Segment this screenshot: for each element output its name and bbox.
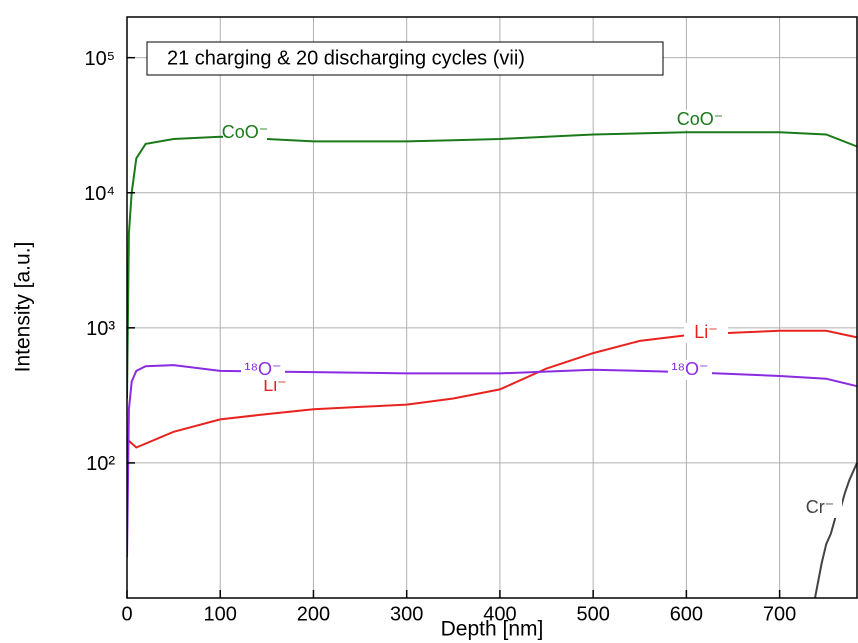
y-tick-label: 10⁵	[84, 48, 115, 70]
series-label: Cr⁻	[806, 497, 835, 517]
x-tick-label: 200	[297, 603, 330, 625]
label-bg	[223, 123, 267, 143]
label-bg	[668, 360, 712, 380]
series-line	[814, 462, 858, 598]
y-tick-label: 10⁴	[84, 183, 115, 205]
series-line	[127, 364, 858, 558]
y-tick-label: 10³	[86, 318, 115, 340]
series-label: ¹⁸O⁻	[671, 359, 708, 379]
y-axis-title: Intensity [a.u.]	[12, 242, 35, 373]
x-tick-label: 400	[483, 603, 516, 625]
chart-title: 21 charging & 20 discharging cycles (vii…	[167, 47, 525, 69]
x-tick-label: 100	[204, 603, 237, 625]
x-tick-label: 600	[670, 603, 703, 625]
x-tick-label: 300	[390, 603, 423, 625]
plot-frame	[126, 16, 858, 599]
label-bg	[678, 110, 722, 130]
grid	[126, 17, 857, 598]
label-bg	[253, 376, 297, 396]
title-box	[146, 41, 664, 76]
y-tick-label: 10²	[86, 453, 115, 475]
label-bg	[798, 498, 842, 518]
label-bg	[684, 323, 728, 343]
x-tick-label: 0	[121, 603, 132, 625]
series-label: CoO⁻	[222, 122, 269, 142]
series-line	[127, 131, 858, 399]
x-axis-title: Depth [nm]	[441, 618, 544, 641]
series-label: CoO⁻	[677, 109, 724, 129]
label-bg	[241, 360, 285, 380]
plot-area	[127, 131, 858, 598]
series-label: ¹⁸O⁻	[244, 359, 281, 379]
series-line	[127, 329, 858, 449]
x-tick-label: 700	[763, 603, 796, 625]
x-tick-label: 500	[576, 603, 609, 625]
series-label: Li⁻	[694, 322, 718, 342]
